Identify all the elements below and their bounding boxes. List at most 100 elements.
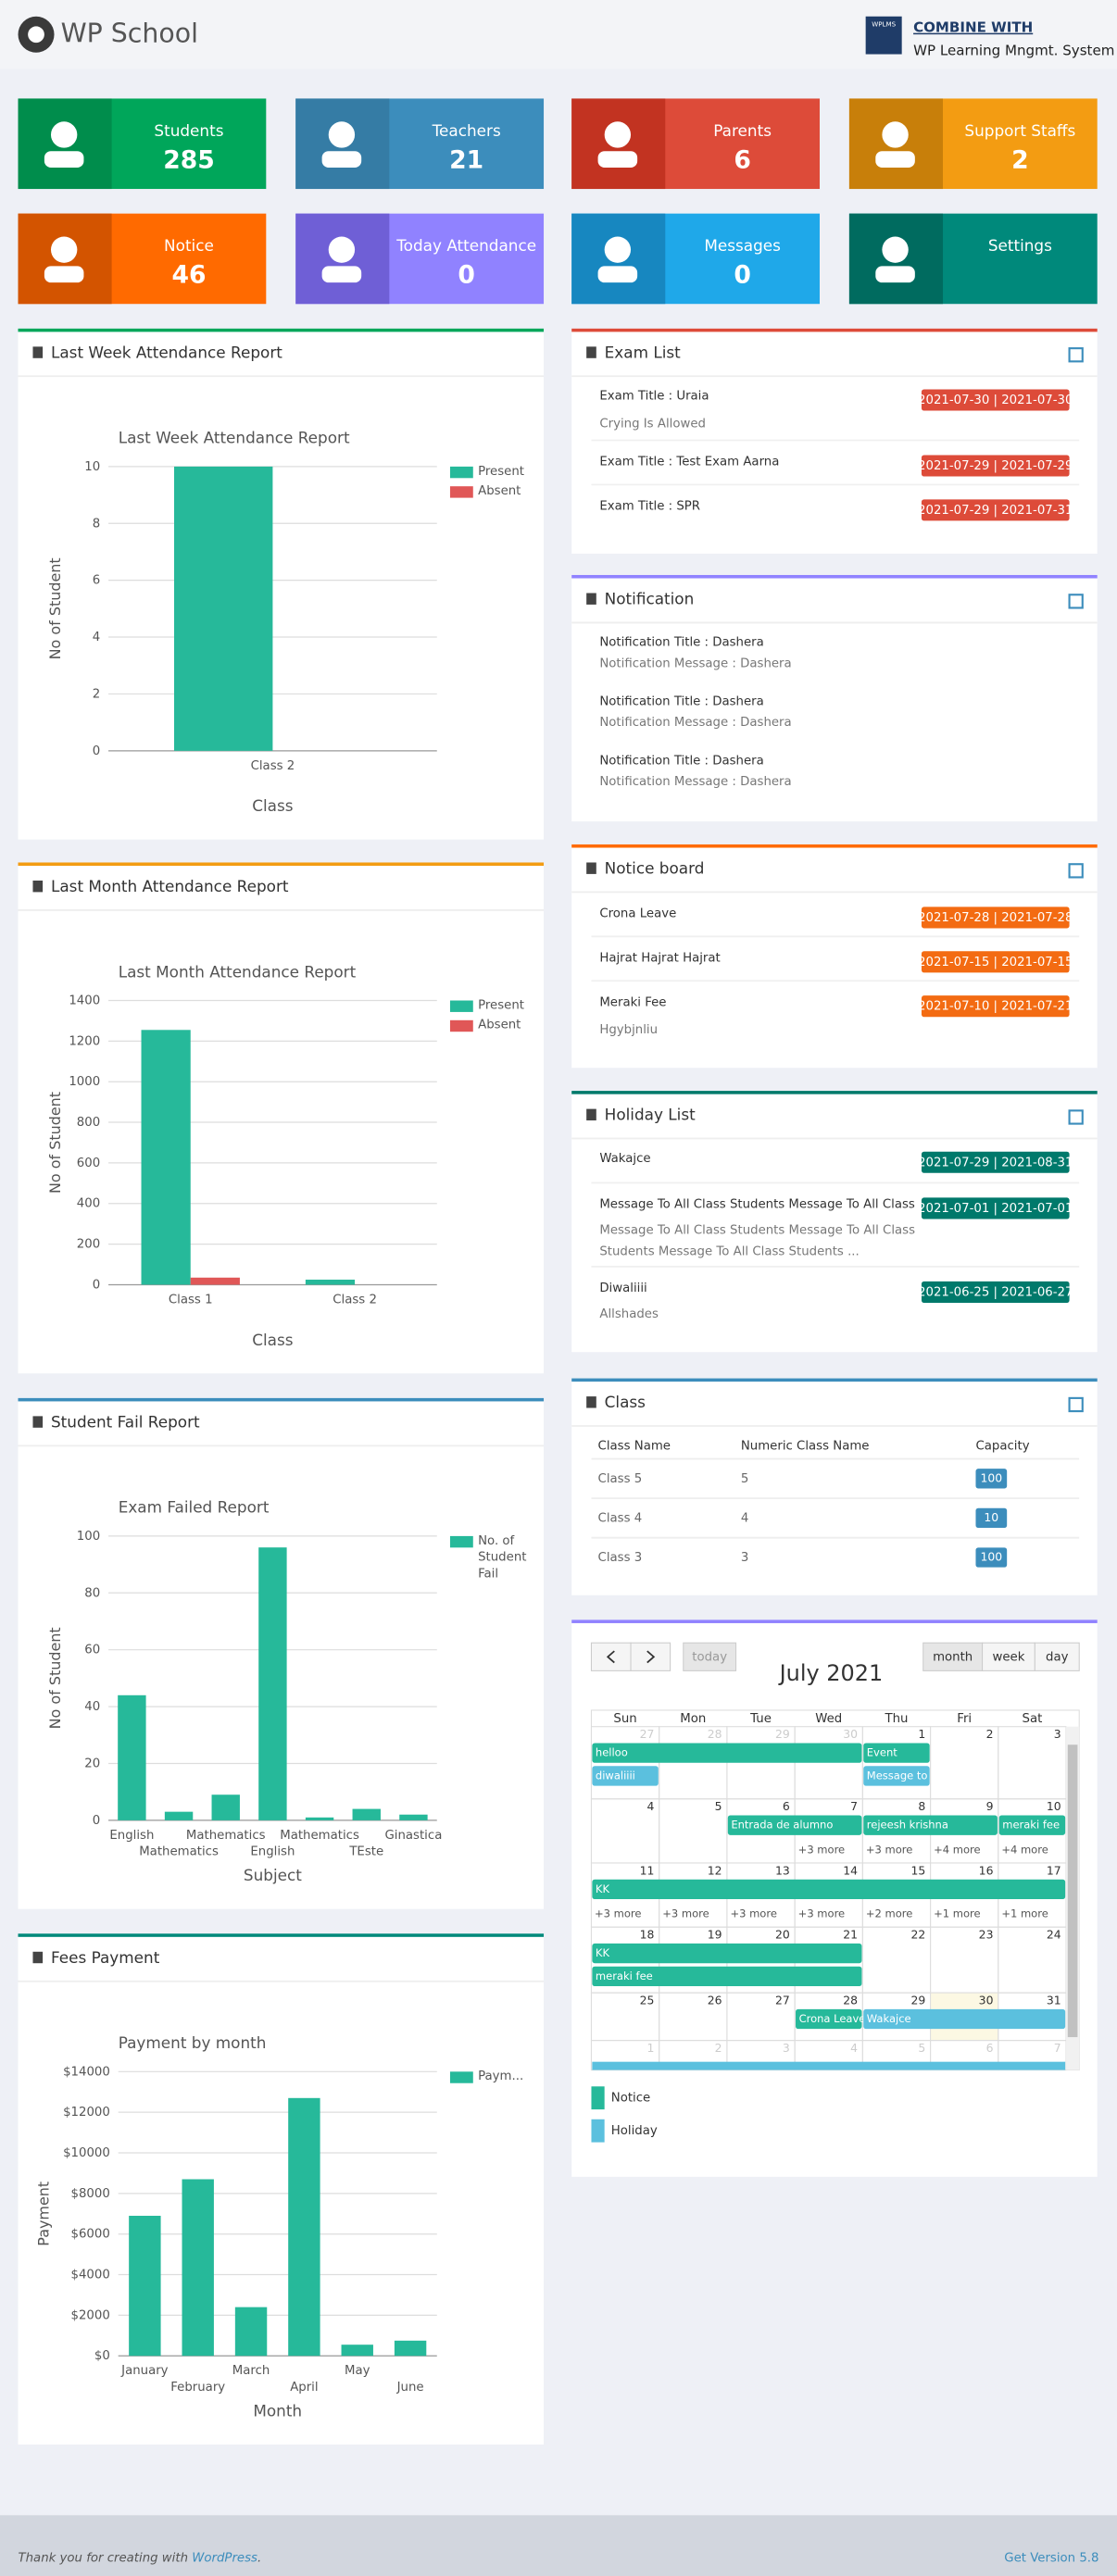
more-link[interactable]: +3 more <box>730 1907 776 1919</box>
panel-link-icon[interactable] <box>1068 863 1084 879</box>
day-number: 15 <box>910 1863 925 1877</box>
table-header: Numeric Class Name <box>741 1439 870 1453</box>
date-badge <box>921 455 1070 477</box>
more-link[interactable]: +3 more <box>866 1843 912 1856</box>
item-subtitle: Notification Message : Dashera <box>599 772 792 788</box>
more-link[interactable]: +3 more <box>662 1907 709 1919</box>
item-subtitle: Message To All Class Students Message To… <box>599 1221 916 1258</box>
calendar-event[interactable] <box>998 1815 1066 1835</box>
date-badge-text: 2021-07-01 | 2021-07-01 <box>918 1202 1073 1216</box>
day-number: 8 <box>918 1799 925 1813</box>
more-link[interactable]: +1 more <box>1001 1907 1048 1919</box>
x-tick-label: TEste <box>348 1845 383 1859</box>
view-button[interactable] <box>1034 1642 1080 1671</box>
calendar-event[interactable] <box>592 1879 1066 1900</box>
x-tick-label: Class 2 <box>333 1293 377 1307</box>
lms-logo <box>865 16 902 55</box>
item-title: Notification Title : Dashera <box>599 695 763 709</box>
day-number: 7 <box>1054 2041 1061 2055</box>
prev-button[interactable] <box>590 1642 632 1671</box>
day-number: 2 <box>715 2041 722 2055</box>
day-number: 27 <box>640 1727 655 1741</box>
calendar-event[interactable] <box>592 1766 659 1786</box>
y-tick-label: 60 <box>84 1644 100 1657</box>
footer-link[interactable]: WordPress <box>192 2551 257 2565</box>
day-header: Mon <box>680 1712 706 1726</box>
day-number: 30 <box>843 1727 858 1741</box>
x-tick-label: April <box>290 2381 318 2395</box>
combine-link[interactable]: COMBINE WITH <box>913 19 1033 36</box>
more-link[interactable]: +4 more <box>1001 1843 1048 1856</box>
calendar-event[interactable] <box>863 2008 1066 2030</box>
more-link[interactable]: +1 more <box>934 1907 980 1919</box>
card-label: Notice <box>164 236 214 255</box>
card-value: 285 <box>163 145 215 174</box>
legend-label-box: Present <box>478 997 524 1012</box>
bar <box>141 1030 191 1285</box>
chart-title: Payment by month <box>119 2033 267 2052</box>
logo-inner <box>28 26 44 44</box>
panel-link-icon[interactable] <box>1068 1109 1084 1125</box>
table-cell: Class 3 <box>598 1551 643 1565</box>
legend-label-box: No. of Student Fail <box>478 1532 526 1580</box>
panel-icon <box>586 1108 596 1121</box>
panel-link-icon[interactable] <box>1068 594 1084 609</box>
legend-label-box: Absent <box>478 483 521 498</box>
card-icon-base <box>597 151 638 168</box>
calendar-event[interactable] <box>863 1815 998 1835</box>
more-link[interactable]: +3 more <box>798 1843 845 1856</box>
day-number: 29 <box>775 1727 790 1741</box>
panel-link-icon[interactable] <box>1068 347 1084 363</box>
capacity-value: 10 <box>984 1510 998 1524</box>
y-axis-label: No of Student <box>46 1092 64 1194</box>
day-number: 3 <box>783 2041 790 2055</box>
next-button[interactable] <box>630 1642 671 1671</box>
table-cell: Class 4 <box>598 1511 643 1525</box>
panel-title: Notification <box>605 590 695 608</box>
panel-accent <box>571 1619 1098 1623</box>
x-axis-label: Subject <box>244 1866 302 1884</box>
card-value: 6 <box>734 145 751 174</box>
legend-label-box: Paym... <box>478 2069 523 2083</box>
y-tick-label: 200 <box>77 1238 100 1252</box>
item-title: Exam Title : Test Exam Aarna <box>599 456 779 469</box>
x-tick-label: Mathematics <box>139 1845 219 1859</box>
more-link[interactable]: +2 more <box>866 1907 912 1919</box>
calendar-event[interactable] <box>592 1966 862 1987</box>
item-subtitle: Notification Message : Dashera <box>599 713 792 729</box>
day-number: 23 <box>979 1928 994 1942</box>
y-axis-label: Payment <box>34 2182 52 2246</box>
calendar-event[interactable] <box>863 1766 930 1786</box>
table-header: Capacity <box>975 1439 1029 1453</box>
more-link[interactable]: +3 more <box>798 1907 845 1919</box>
more-link[interactable]: +4 more <box>934 1843 980 1856</box>
calendar-event[interactable] <box>796 2008 862 2030</box>
card-label: Settings <box>988 236 1052 255</box>
calendar-event[interactable] <box>727 1815 862 1835</box>
calendar-event[interactable] <box>592 1943 862 1964</box>
x-tick-label: Class 1 <box>169 1293 213 1307</box>
today-button[interactable] <box>683 1642 737 1671</box>
item-title: Exam Title : Uraia <box>599 390 709 404</box>
calendar-event[interactable] <box>592 1743 862 1763</box>
more-link[interactable]: +3 more <box>595 1907 641 1919</box>
legend-label-box: Absent <box>478 1017 521 1032</box>
panel <box>18 862 545 1374</box>
calendar-event-partial <box>592 2061 1066 2070</box>
date-badge <box>921 1151 1070 1173</box>
calendar-event[interactable] <box>863 1743 930 1763</box>
card-icon <box>604 121 632 148</box>
item-title: Message To All Class Students Message To… <box>599 1198 915 1212</box>
capacity-badge <box>975 1507 1008 1529</box>
date-badge-text: 2021-06-25 | 2021-06-27 <box>918 1285 1073 1299</box>
event-label: meraki fee <box>1002 1819 1060 1832</box>
day-number: 25 <box>640 1994 655 2007</box>
event-label: KK <box>596 1946 610 1959</box>
panel-link-icon[interactable] <box>1068 1396 1084 1413</box>
table-cell: 4 <box>741 1511 748 1525</box>
chart-title: Last Week Attendance Report <box>119 429 350 447</box>
card-label: Today Attendance <box>395 236 536 255</box>
legend-swatch <box>591 2086 605 2110</box>
lms-logo-text: WPLMS <box>872 20 896 29</box>
x-tick-label: May <box>345 2364 370 2378</box>
